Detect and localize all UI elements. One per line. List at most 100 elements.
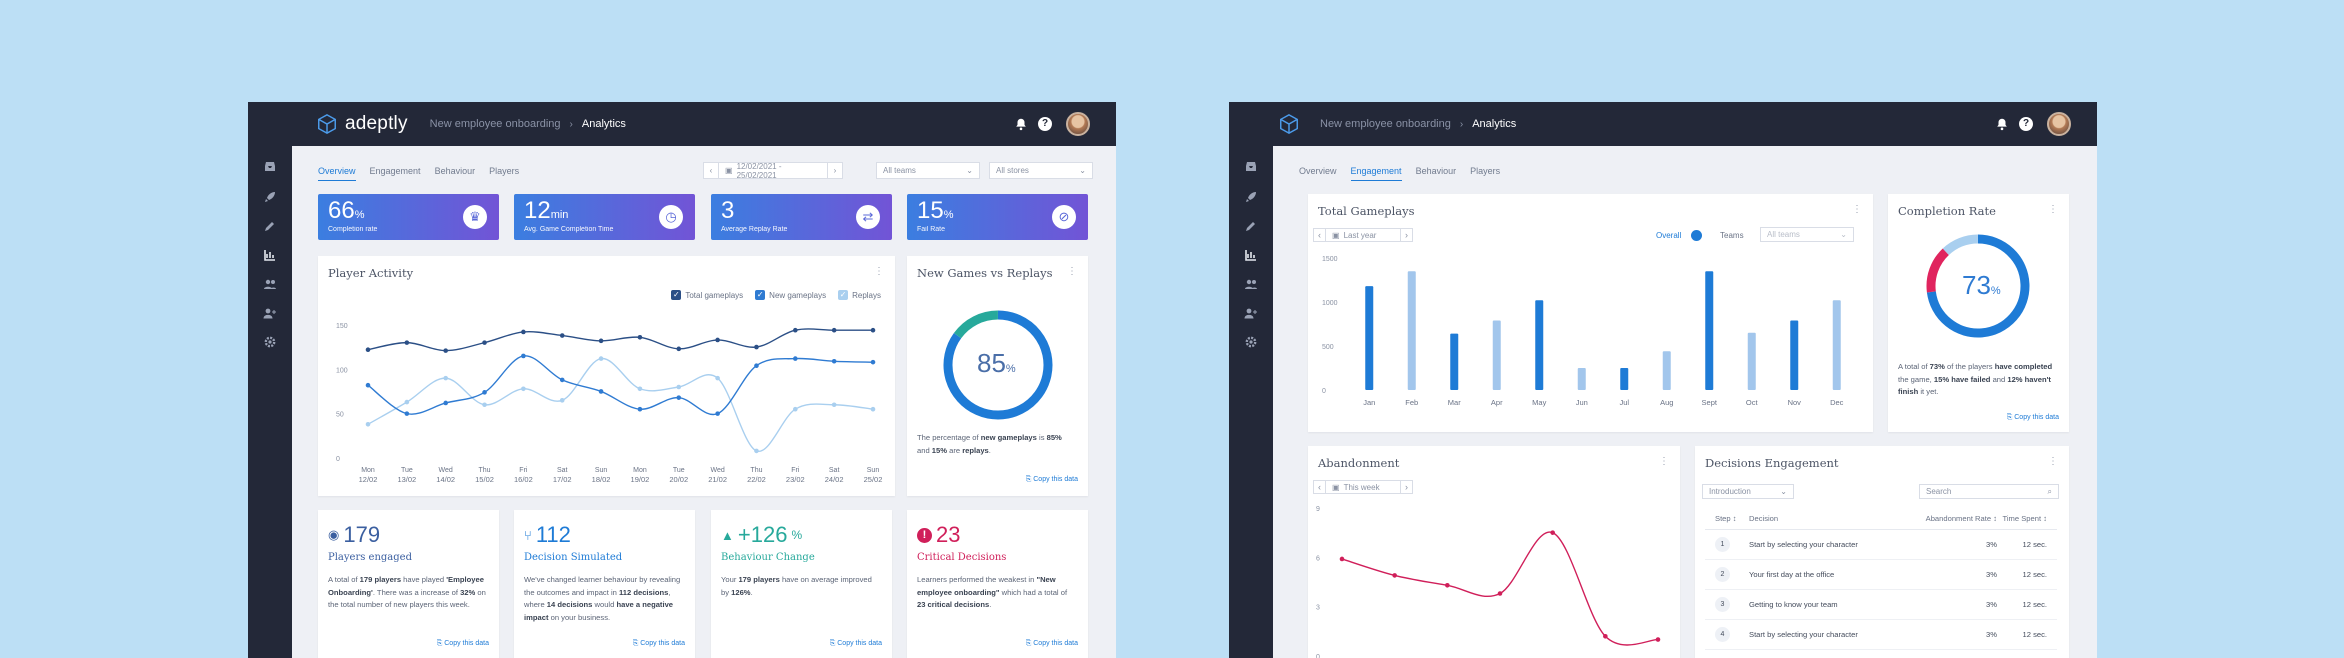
column-header-abandonment[interactable]: Abandonment Rate ↕	[1925, 514, 1997, 523]
legend-total[interactable]: ✓ Total gameplays	[671, 290, 743, 300]
bell-icon[interactable]	[1014, 117, 1028, 131]
copy-data-link[interactable]: ⎘ Copy this data	[1025, 476, 1078, 483]
pencil-icon[interactable]	[1242, 217, 1260, 235]
tab-players[interactable]: Players	[1470, 166, 1501, 176]
pencil-icon[interactable]	[261, 217, 279, 235]
overall-toggle-label: Overall	[1656, 231, 1682, 240]
more-icon[interactable]: ⋮	[874, 266, 884, 277]
bar-chart-icon[interactable]	[261, 246, 279, 264]
more-icon[interactable]: ⋮	[2048, 204, 2058, 215]
copy-data-link[interactable]: ⎘ Copy this data	[829, 640, 882, 647]
data-point	[404, 399, 410, 405]
x-tick-day: Wed	[710, 467, 724, 474]
inbox-icon[interactable]	[1242, 158, 1260, 176]
bar[interactable]	[1407, 271, 1416, 390]
data-point	[793, 327, 798, 333]
gear-icon[interactable]	[261, 333, 279, 351]
copy-data-link[interactable]: ⎘ Copy this data	[632, 640, 685, 647]
bar[interactable]	[1577, 368, 1586, 390]
gear-icon[interactable]	[1242, 333, 1260, 351]
tab-behaviour[interactable]: Behaviour	[1415, 166, 1457, 176]
help-icon[interactable]: ?	[2019, 117, 2033, 131]
stat-value: 179	[343, 522, 381, 547]
gamepad-icon: ◉	[328, 527, 340, 542]
copy-data-link[interactable]: ⎘ Copy this data	[436, 640, 489, 647]
step-filter-select[interactable]: Introduction ⌄	[1702, 484, 1794, 499]
period-next-button[interactable]: ›	[1400, 228, 1413, 242]
data-point	[404, 411, 410, 416]
tab-overview[interactable]: Overview	[318, 166, 356, 181]
column-header-decision[interactable]: Decision	[1749, 514, 1779, 523]
more-icon[interactable]: ⋮	[1852, 204, 1862, 215]
users-icon[interactable]	[261, 275, 279, 293]
bar[interactable]	[1747, 332, 1756, 390]
inbox-icon[interactable]	[261, 158, 279, 176]
tab-players[interactable]: Players	[489, 166, 520, 176]
column-header-step[interactable]: Step ↕	[1715, 514, 1737, 523]
period-picker[interactable]: ▣ Last year	[1325, 228, 1401, 242]
bar[interactable]	[1705, 271, 1714, 390]
search-input[interactable]: Search ⌕	[1919, 484, 2059, 499]
more-icon[interactable]: ⋮	[1659, 456, 1669, 467]
breadcrumb: New employee onboarding › Analytics	[1320, 118, 1516, 130]
users-icon[interactable]	[1242, 275, 1260, 293]
app-logo[interactable]	[1278, 102, 1300, 146]
bar[interactable]	[1832, 300, 1841, 390]
thumbs-up-icon: ▲	[721, 527, 734, 543]
x-tick-date: 15/02	[475, 475, 494, 484]
bar[interactable]	[1450, 333, 1459, 390]
tab-behaviour[interactable]: Behaviour	[434, 166, 476, 176]
tab-engagement[interactable]: Engagement	[369, 166, 421, 176]
y-tick-label: 1000	[1322, 300, 1338, 307]
more-icon[interactable]: ⋮	[1067, 266, 1077, 277]
data-point	[365, 347, 371, 353]
copy-data-link[interactable]: ⎘ Copy this data	[1025, 640, 1078, 647]
step-number: 4	[1715, 627, 1730, 642]
bar[interactable]	[1790, 320, 1799, 390]
x-tick-date: 23/02	[786, 475, 805, 484]
kpi-label: Fail Rate	[917, 226, 946, 233]
rocket-icon[interactable]	[261, 188, 279, 206]
legend-replays[interactable]: ✓ Replays	[838, 290, 881, 300]
date-next-button[interactable]: ›	[827, 162, 843, 179]
bar[interactable]	[1662, 351, 1671, 390]
tab-engagement[interactable]: Engagement	[1350, 166, 1402, 181]
table-row[interactable]: 2 Your first day at the office 3% 12 sec…	[1705, 560, 2057, 590]
period-next-button[interactable]: ›	[1400, 480, 1413, 494]
app-logo[interactable]: adeptly	[316, 102, 408, 146]
data-point	[870, 359, 876, 365]
date-prev-button[interactable]: ‹	[703, 162, 719, 179]
data-point	[559, 333, 565, 338]
bar[interactable]	[1365, 286, 1374, 390]
bar-chart-icon[interactable]	[1242, 246, 1260, 264]
calendar-icon: ▣	[725, 166, 733, 175]
breadcrumb-parent[interactable]: New employee onboarding	[1320, 118, 1451, 130]
add-user-icon[interactable]	[1242, 304, 1260, 322]
avatar[interactable]	[2047, 112, 2071, 136]
tab-overview[interactable]: Overview	[1299, 166, 1337, 176]
teams-select[interactable]: All teams ⌄	[876, 162, 980, 179]
add-user-icon[interactable]	[261, 304, 279, 322]
bar[interactable]	[1492, 320, 1501, 390]
time-cell: 12 sec.	[2022, 600, 2047, 609]
rocket-icon[interactable]	[1242, 188, 1260, 206]
bell-icon[interactable]	[1995, 117, 2009, 131]
teams-select[interactable]: All teams ⌄	[1760, 227, 1854, 242]
help-icon[interactable]: ?	[1038, 117, 1052, 131]
toggle-switch[interactable]	[1691, 230, 1702, 241]
column-header-time[interactable]: Time Spent ↕	[2002, 514, 2047, 523]
avatar[interactable]	[1066, 112, 1090, 136]
table-row[interactable]: 3 Getting to know your team 3% 12 sec.	[1705, 590, 2057, 620]
date-range-picker[interactable]: ▣ 12/02/2021 - 25/02/2021	[718, 162, 828, 180]
table-row[interactable]: 4 Start by selecting your character 3% 1…	[1705, 620, 2057, 650]
bar[interactable]	[1620, 368, 1629, 390]
table-row[interactable]: 1 Start by selecting your character 3% 1…	[1705, 530, 2057, 560]
x-tick-day: Wed	[439, 467, 453, 474]
more-icon[interactable]: ⋮	[2048, 456, 2058, 467]
breadcrumb-parent[interactable]: New employee onboarding	[429, 118, 561, 130]
chevron-right-icon: ›	[1459, 118, 1464, 130]
legend-new[interactable]: ✓ New gameplays	[755, 290, 826, 300]
bar[interactable]	[1535, 300, 1544, 390]
copy-data-link[interactable]: ⎘ Copy this data	[2006, 414, 2059, 421]
stores-select[interactable]: All stores ⌄	[989, 162, 1093, 179]
